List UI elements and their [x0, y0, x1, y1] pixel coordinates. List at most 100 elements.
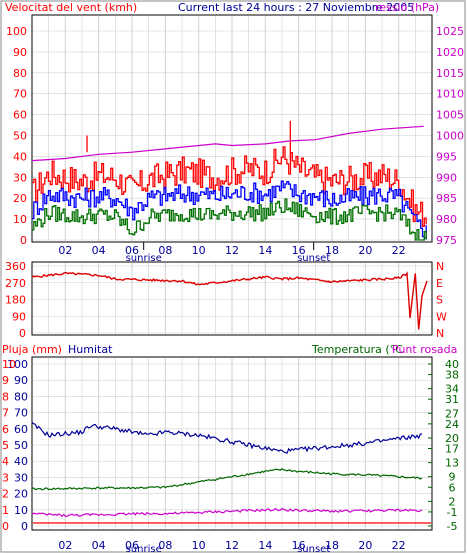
axis-ticks: 0202040406060808101012121414161618182020…	[2, 25, 464, 555]
temp-tick-label: 9	[449, 471, 456, 484]
x-tick-label: 08	[158, 539, 172, 552]
humidity-tick-label: 70	[14, 407, 28, 420]
pressure-title: ressió (hPa)	[375, 1, 439, 14]
x-tick-label: 02	[58, 244, 72, 257]
temp-tick-label: 17	[445, 443, 459, 456]
pressure-tick-label: 1015	[436, 67, 464, 80]
x-tick-label: 10	[192, 244, 206, 257]
rain-tick-label: 10	[2, 358, 16, 371]
humidity-title: Humitat	[68, 343, 113, 356]
wind-title: Velocitat del vent (kmh)	[5, 1, 137, 14]
x-tick-label: 20	[358, 244, 372, 257]
x-tick-label: 04	[92, 244, 106, 257]
humidity-tick-label: 80	[14, 390, 28, 403]
x-tick-label: 06	[125, 244, 139, 257]
wind-tick-label: 90	[13, 46, 27, 59]
x-tick-label: 18	[325, 539, 339, 552]
dewpoint-line	[31, 507, 423, 518]
compass-label: E	[436, 277, 443, 290]
humidity-tick-label: 30	[14, 471, 28, 484]
humidity-tick-label: 40	[14, 455, 28, 468]
wind-tick-label: 100	[6, 25, 27, 38]
sunset-label: sunset	[297, 253, 330, 264]
compass-label: S	[436, 294, 443, 307]
direction-tick-label: 360	[5, 260, 26, 273]
rain-tick-label: 5	[2, 439, 9, 452]
rain-tick-label: 2	[2, 488, 9, 501]
wind-tick-label: 80	[13, 67, 27, 80]
wind-max-line	[32, 146, 427, 227]
direction-tick-label: 90	[12, 310, 26, 323]
pressure-tick-label: 1000	[436, 130, 464, 143]
x-tick-label: 22	[392, 244, 406, 257]
x-tick-label: 04	[92, 539, 106, 552]
x-tick-label: 02	[58, 539, 72, 552]
temperature-title: Temperatura (°C	[311, 343, 403, 356]
temp-tick-label: 31	[445, 393, 459, 406]
x-tick-label: 22	[392, 539, 406, 552]
x-tick-label: 10	[192, 539, 206, 552]
sunrise-label: sunrise	[126, 253, 162, 264]
wind-tick-label: 60	[13, 109, 27, 122]
humidity-tick-label: 10	[14, 504, 28, 517]
x-tick-label: 14	[258, 539, 272, 552]
pressure-line	[31, 125, 424, 162]
pressure-tick-label: 985	[436, 192, 457, 205]
rain-tick-label: 8	[2, 390, 9, 403]
dewpoint-title: Punt rosada	[392, 343, 457, 356]
temperature-line	[31, 468, 423, 491]
x-tick-label: 18	[325, 244, 339, 257]
rain-tick-label: 9	[2, 374, 9, 387]
humidity-line	[31, 421, 423, 454]
wind-tick-label: 70	[13, 88, 27, 101]
pressure-tick-label: 995	[436, 150, 457, 163]
temp-tick-label: 34	[445, 383, 459, 396]
x-tick-label: 20	[358, 539, 372, 552]
wind-direction-line	[31, 271, 428, 330]
pressure-tick-label: 1010	[436, 88, 464, 101]
wind-min-line	[32, 198, 427, 241]
pressure-tick-label: 1005	[436, 109, 464, 122]
temp-tick-label: 27	[445, 407, 459, 420]
temp-tick-label: -1	[447, 506, 458, 519]
x-tick-label: 06	[125, 539, 139, 552]
compass-label: N	[436, 260, 444, 273]
pressure-tick-label: 975	[436, 234, 457, 247]
sunset-label: sunset	[297, 544, 330, 555]
pressure-tick-label: 980	[436, 213, 457, 226]
rain-tick-label: 3	[2, 471, 9, 484]
wind-tick-label: 40	[13, 150, 27, 163]
temp-tick-label: -5	[447, 520, 458, 533]
wind-tick-label: 50	[13, 130, 27, 143]
direction-tick-label: 0	[19, 327, 26, 340]
temp-tick-label: 6	[449, 481, 456, 494]
rain-tick-label: 4	[2, 455, 9, 468]
wind-avg-line	[32, 180, 427, 239]
humidity-tick-label: 100	[7, 358, 28, 371]
rain-tick-label: 0	[2, 520, 9, 533]
x-tick-label: 14	[258, 244, 272, 257]
sunrise-label: sunrise	[126, 544, 162, 555]
current-date: Current last 24 hours : 27 Noviembre 200…	[178, 1, 414, 14]
temp-tick-label: 20	[445, 432, 459, 445]
compass-label: W	[436, 310, 447, 323]
temp-tick-label: 13	[445, 457, 459, 470]
x-tick-label: 12	[225, 244, 239, 257]
humidity-tick-label: 60	[14, 423, 28, 436]
temp-tick-label: 40	[445, 358, 459, 371]
x-tick-label: 16	[292, 539, 306, 552]
wind-tick-label: 10	[13, 213, 27, 226]
temp-tick-label: 24	[445, 418, 459, 431]
pressure-tick-label: 1020	[436, 46, 464, 59]
chart-marks	[31, 120, 431, 524]
humidity-tick-label: 0	[21, 520, 28, 533]
wind-tick-label: 30	[13, 171, 27, 184]
x-tick-label: 16	[292, 244, 306, 257]
temp-tick-label: 2	[449, 495, 456, 508]
rain-title: Pluja (mm)	[2, 343, 62, 356]
pressure-tick-label: 1025	[436, 25, 464, 38]
rain-tick-label: 7	[2, 407, 9, 420]
